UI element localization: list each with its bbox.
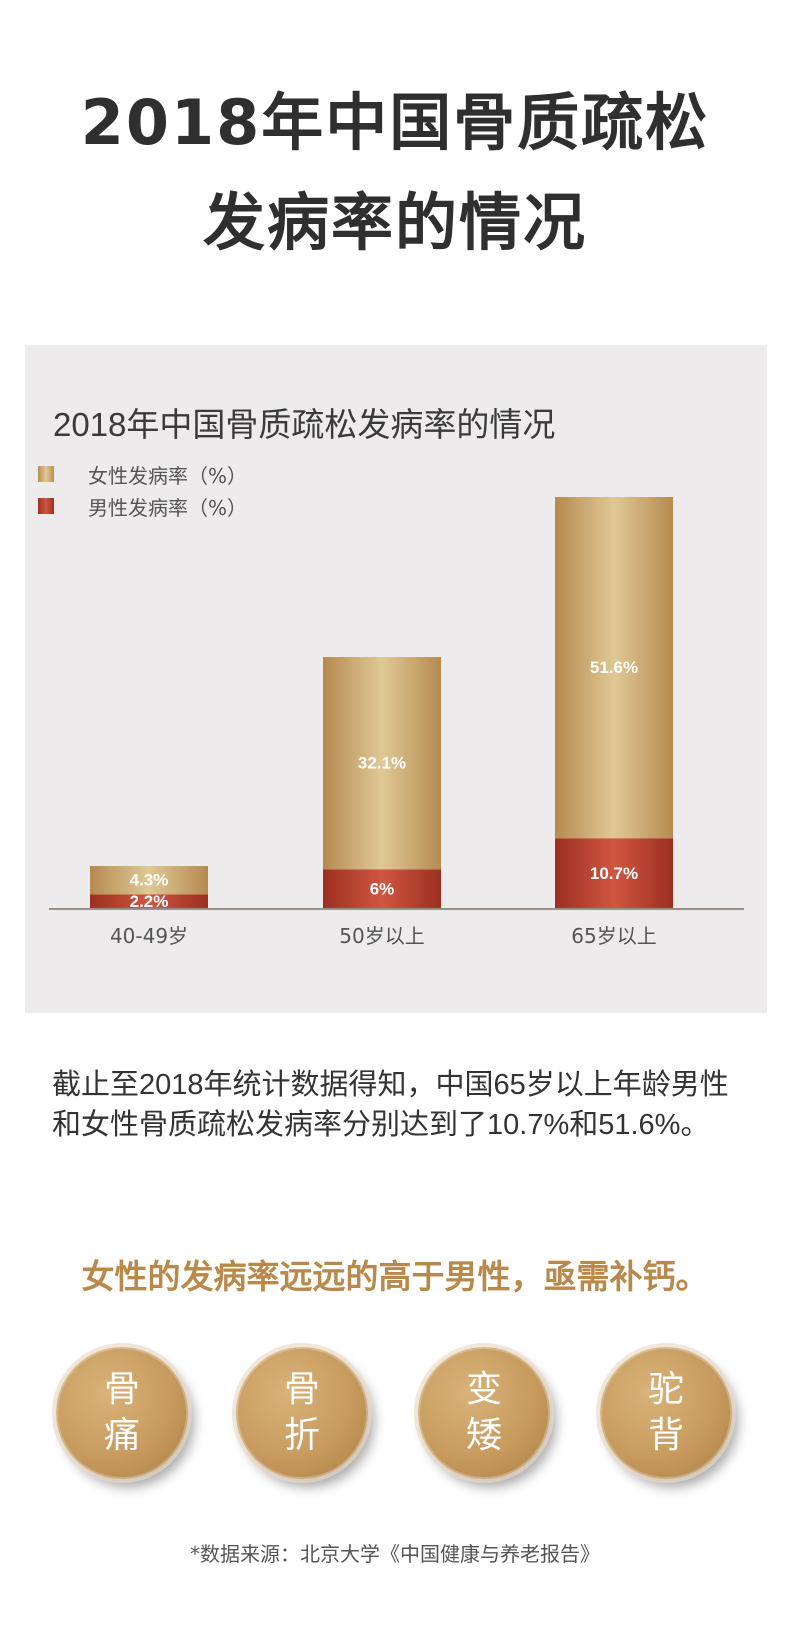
data-label-male-0: 2.2% xyxy=(130,892,169,911)
legend-label-male: 男性发病率（%） xyxy=(88,495,248,520)
legend-swatch-female xyxy=(38,466,54,482)
symptom-label: 变矮 xyxy=(465,1369,502,1456)
symptom-fracture: 骨折 xyxy=(232,1343,372,1483)
symptom-bone-pain: 骨痛 xyxy=(52,1343,192,1483)
bar-group: 2.2% 4.3% 6% 32.1% 10.7% 51.6% xyxy=(90,497,673,911)
bar-female-0 xyxy=(90,866,208,895)
legend-swatch-male xyxy=(38,498,54,514)
symptom-label: 骨折 xyxy=(283,1369,320,1456)
bar-male-0 xyxy=(90,894,208,909)
legend-item-male: 男性发病率（%） xyxy=(38,494,248,520)
bar-female-2 xyxy=(555,497,673,839)
bar-female-1 xyxy=(323,657,441,870)
x-tick-label-0: 40-49岁 xyxy=(110,924,188,948)
data-label-male-2: 10.7% xyxy=(590,864,638,883)
symptom-hunchback: 驼背 xyxy=(596,1343,736,1483)
data-label-female-1: 32.1% xyxy=(358,754,406,773)
symptom-shortening: 变矮 xyxy=(414,1343,554,1483)
data-label-female-0: 4.3% xyxy=(130,871,169,890)
bar-male-2 xyxy=(555,838,673,909)
page-title-line2: 发病率的情况 xyxy=(202,186,587,259)
data-label-female-2: 51.6% xyxy=(590,658,638,677)
x-tick-label-2: 65岁以上 xyxy=(571,924,656,948)
legend-item-female: 女性发病率（%） xyxy=(38,462,248,488)
symptom-label: 驼背 xyxy=(647,1369,684,1456)
legend-label-female: 女性发病率（%） xyxy=(88,463,248,488)
chart-title: 2018年中国骨质疏松发病率的情况 xyxy=(53,406,556,443)
bar-male-1 xyxy=(323,869,441,909)
symptom-label: 骨痛 xyxy=(103,1369,140,1456)
x-tick-labels: 40-49岁 50岁以上 65岁以上 xyxy=(110,924,657,948)
data-source: *数据来源：北京大学《中国健康与养老报告》 xyxy=(190,1542,600,1566)
description-text: 截止至2018年统计数据得知，中国65岁以上年龄男性和女性骨质疏松发病率分别达到… xyxy=(52,1069,729,1141)
page-title-line1: 2018年中国骨质疏松 xyxy=(80,86,710,159)
data-label-male-1: 6% xyxy=(370,880,395,899)
x-tick-label-1: 50岁以上 xyxy=(339,924,424,948)
bar-chart: 2.2% 4.3% 6% 32.1% 10.7% 51.6% 40-49岁 50岁以上 65岁… xyxy=(49,497,744,948)
highlight-text: 女性的发病率远远的高于男性，亟需补钙。 xyxy=(81,1257,709,1296)
